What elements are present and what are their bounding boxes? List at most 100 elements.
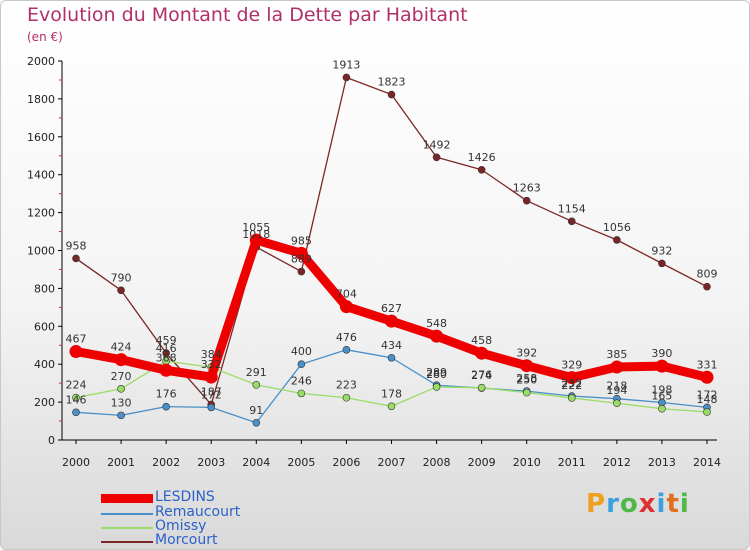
data-point bbox=[658, 259, 666, 268]
data-point bbox=[339, 300, 353, 314]
data-label: 289 bbox=[426, 366, 447, 379]
legend-label: Remaucourt bbox=[155, 504, 241, 520]
data-point bbox=[69, 345, 83, 359]
x-tick-label: 2002 bbox=[152, 456, 180, 469]
data-point bbox=[297, 389, 306, 398]
legend-swatch bbox=[101, 527, 153, 529]
data-label: 331 bbox=[697, 358, 718, 371]
data-point bbox=[522, 196, 531, 205]
x-tick-label: 2014 bbox=[693, 456, 721, 469]
data-point bbox=[703, 408, 711, 416]
data-label: 276 bbox=[471, 369, 492, 382]
data-point bbox=[432, 383, 441, 391]
data-label: 400 bbox=[291, 345, 312, 358]
data-label: 1492 bbox=[423, 138, 451, 151]
data-point bbox=[294, 246, 308, 260]
data-point bbox=[117, 385, 125, 393]
data-label: 280 bbox=[426, 368, 447, 381]
legend-label: Omissy bbox=[155, 518, 207, 534]
data-label: 958 bbox=[66, 239, 87, 252]
data-point bbox=[342, 345, 351, 354]
data-point bbox=[159, 363, 173, 377]
data-point bbox=[204, 370, 218, 384]
data-point bbox=[252, 381, 261, 389]
data-point bbox=[117, 286, 125, 295]
data-label: 224 bbox=[66, 379, 87, 392]
data-label: 187 bbox=[201, 386, 222, 399]
data-label: 223 bbox=[336, 379, 357, 392]
data-point bbox=[700, 370, 714, 384]
y-tick-label: 800 bbox=[34, 282, 55, 295]
y-tick-label: 400 bbox=[34, 358, 55, 371]
data-point bbox=[703, 282, 711, 291]
data-point bbox=[613, 399, 621, 408]
legend-swatch bbox=[101, 513, 153, 515]
data-point bbox=[475, 346, 489, 360]
data-point bbox=[72, 254, 80, 263]
data-label: 932 bbox=[651, 244, 672, 257]
x-tick-label: 2006 bbox=[332, 456, 360, 469]
data-label: 476 bbox=[336, 331, 357, 344]
data-label: 467 bbox=[66, 333, 87, 346]
data-point bbox=[252, 418, 261, 427]
data-point bbox=[117, 411, 125, 420]
data-point bbox=[114, 353, 128, 367]
y-tick-label: 0 bbox=[48, 434, 55, 447]
data-label: 809 bbox=[697, 268, 718, 281]
data-point bbox=[162, 402, 170, 411]
data-label: 198 bbox=[651, 383, 672, 396]
data-label: 790 bbox=[111, 271, 132, 284]
legend-label: LESDINS bbox=[155, 489, 215, 505]
data-point bbox=[477, 383, 486, 392]
legend-label: Morcourt bbox=[155, 532, 218, 548]
data-label: 385 bbox=[606, 348, 627, 361]
y-tick-label: 1800 bbox=[27, 93, 55, 106]
data-label: 1018 bbox=[242, 228, 270, 241]
data-label: 1056 bbox=[603, 221, 631, 234]
data-point bbox=[613, 236, 621, 244]
data-label: 704 bbox=[336, 288, 357, 301]
data-label: 434 bbox=[381, 339, 402, 352]
logo-letter: o bbox=[619, 489, 639, 519]
y-tick-label: 1000 bbox=[27, 245, 55, 258]
data-label: 146 bbox=[66, 393, 87, 406]
data-label: 246 bbox=[291, 374, 312, 387]
data-point bbox=[567, 394, 576, 402]
chart-title: Evolution du Montant de la Dette par Hab… bbox=[27, 4, 468, 26]
data-label: 1055 bbox=[242, 221, 270, 234]
data-label: 232 bbox=[561, 377, 582, 390]
data-label: 1913 bbox=[332, 58, 360, 71]
data-label: 1426 bbox=[468, 151, 496, 164]
y-tick-label: 1200 bbox=[27, 207, 55, 220]
data-point bbox=[207, 403, 216, 412]
data-point bbox=[72, 393, 80, 402]
data-label: 627 bbox=[381, 302, 402, 315]
logo-letter: r bbox=[606, 489, 620, 519]
data-point bbox=[387, 353, 396, 362]
data-label: 194 bbox=[606, 384, 627, 397]
x-tick-label: 2012 bbox=[603, 456, 631, 469]
data-point bbox=[520, 359, 534, 373]
logo-letter: i bbox=[656, 489, 667, 519]
data-label: 384 bbox=[201, 348, 222, 361]
data-point bbox=[387, 90, 396, 99]
x-tick-label: 2007 bbox=[378, 456, 406, 469]
data-label: 165 bbox=[651, 390, 672, 403]
x-tick-label: 2011 bbox=[558, 456, 586, 469]
logo-letter: i bbox=[679, 489, 690, 519]
data-point bbox=[385, 314, 398, 328]
data-label: 91 bbox=[249, 404, 263, 417]
data-point bbox=[297, 360, 306, 369]
data-point bbox=[342, 73, 351, 82]
data-label: 424 bbox=[111, 341, 132, 354]
data-point bbox=[610, 360, 624, 374]
x-tick-label: 2010 bbox=[513, 456, 541, 469]
data-label: 985 bbox=[291, 234, 312, 247]
logo-letter: t bbox=[666, 489, 680, 519]
proxiti-logo: Proxiti bbox=[586, 489, 690, 519]
data-point bbox=[655, 359, 669, 373]
data-label: 329 bbox=[561, 359, 582, 372]
logo-letter: x bbox=[638, 489, 657, 519]
x-tick-label: 2001 bbox=[107, 456, 135, 469]
x-tick-label: 2008 bbox=[423, 456, 451, 469]
